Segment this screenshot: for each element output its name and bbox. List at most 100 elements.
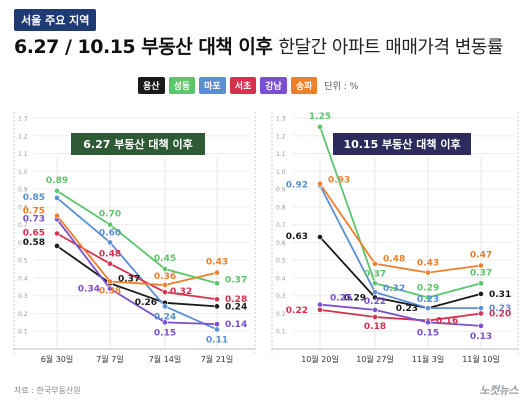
panel-2-data-label: 1.25 — [309, 112, 331, 122]
panel-2-series-line-송파 — [319, 183, 482, 274]
panel-1-y-tick-label: 0.3 — [18, 293, 28, 300]
panel-2-data-point — [372, 307, 378, 313]
panel-1-data-label: 0.75 — [23, 207, 45, 217]
panel-2-label-box — [333, 133, 471, 155]
chart-title: 6.27 / 10.15 부동산 대책 이후 한달간 아파트 매매가격 변동률 — [14, 32, 503, 59]
panel-2-data-label: 0.29 — [344, 293, 366, 303]
panel-2-data-label: 0.23 — [417, 295, 439, 305]
panel-2-data-point — [372, 280, 378, 287]
panel-1-label-box — [71, 133, 205, 155]
panel-1-data-label: 0.24 — [154, 312, 176, 322]
panel-2-x-tick-label: 10월 20일 — [301, 354, 339, 364]
panel-1-data-point — [214, 269, 220, 276]
panel-1-series-line-강남 — [56, 218, 218, 326]
panel-2-data-label: 0.29 — [417, 283, 439, 293]
panel-1-data-point — [54, 230, 60, 237]
source-note: 자료 : 한국부동산원 — [14, 386, 81, 395]
panel-2-data-label: 0.63 — [286, 232, 308, 242]
panel-2-data-label: 0.22 — [364, 297, 386, 307]
panel-2-data-label: 0.31 — [489, 290, 511, 300]
panel-1-y-tick-label: 0.6 — [18, 240, 28, 247]
panel-2-y-tick-label: 1.3 — [276, 116, 286, 123]
panel-1-y-tick-label: 0.2 — [18, 311, 28, 318]
panel-2-y-tick-label: 0.1 — [276, 329, 286, 336]
legend-item-yongsan: 용산 — [138, 77, 165, 94]
panel-1-data-label: 0.38 — [99, 286, 121, 296]
panel-2-data-point — [317, 234, 323, 240]
panel-2-data-label: 0.43 — [417, 259, 439, 269]
panel-2-y-tick-label: 0.8 — [276, 204, 286, 211]
panel-2-data-point — [317, 307, 323, 313]
panel-1-data-point — [214, 303, 220, 310]
panel-1-y-tick-label: 0.7 — [18, 222, 28, 229]
panel-2-data-point — [478, 262, 484, 269]
panel-2-y-tick-label: 0.4 — [276, 275, 286, 282]
panel-1-data-point — [107, 239, 113, 246]
panel-1-y-tick-label: 1.2 — [18, 133, 28, 140]
panel-2-y-tick-label: 1.1 — [276, 151, 286, 158]
panel-1-data-label: 0.58 — [23, 238, 45, 248]
panel-1-data-label: 0.15 — [154, 328, 176, 338]
panel-2-y-tick-label: 0.9 — [276, 187, 286, 194]
panel-2-y-tick-label: 0.2 — [276, 311, 286, 318]
panel-1-data-point — [107, 260, 113, 267]
panel-1-data-point — [54, 243, 60, 249]
panel-1-series-line-성동 — [56, 190, 218, 285]
panel-1-data-label: 0.89 — [46, 176, 68, 186]
panel-1-data-point — [54, 212, 60, 219]
panel-1-data-label: 0.48 — [99, 250, 121, 260]
panel-1-y-tick-label: 1.0 — [18, 169, 28, 176]
panel-1-data-point — [54, 195, 60, 201]
panel-1-data-label: 0.36 — [154, 272, 176, 282]
panel-2-series-line-마포 — [319, 185, 481, 310]
panel-2-data-label: 0.22 — [286, 306, 308, 316]
region-tag: 서울 주요 지역 — [14, 9, 97, 31]
panel-1-series-line-송파 — [56, 215, 218, 286]
panel-1-data-label: 0.37 — [225, 275, 247, 285]
panel-2-x-tick-label: 11월 10일 — [462, 354, 500, 364]
panel-2-data-point — [425, 319, 431, 326]
panel-2-y-tick-label: 0.7 — [276, 222, 286, 229]
panel-2-data-point — [478, 305, 484, 312]
panel-2-data-point — [425, 305, 431, 312]
panel-1-data-point — [162, 282, 168, 288]
panel-2-data-label: 0.13 — [470, 332, 492, 342]
panel-1-data-label: 0.26 — [135, 298, 157, 308]
panel-2-data-label: 0.32 — [383, 284, 405, 294]
panel-2-series-line-강남 — [319, 303, 482, 327]
panel-2-data-label: 0.16 — [436, 317, 458, 327]
legend-item-mapo: 마포 — [199, 77, 226, 94]
panel-1-y-tick-label: 0.4 — [18, 275, 28, 282]
panel-1-data-point — [214, 326, 220, 333]
panel-1-data-label: 0.43 — [206, 258, 228, 268]
panel-2-data-point — [478, 291, 484, 297]
panel-1-data-point — [54, 187, 60, 194]
panel-1-data-label: 0.85 — [23, 193, 45, 203]
panel-1-y-tick-label: 0.1 — [18, 329, 28, 336]
panel-1-data-label: 0.14 — [225, 320, 247, 330]
panel-2-data-point — [478, 280, 484, 287]
panel-1-data-label: 0.73 — [23, 214, 45, 224]
title-main: 6.27 / 10.15 부동산 대책 이후 — [14, 36, 273, 58]
panel-1-x-tick-label: 7월 14일 — [149, 354, 182, 364]
panel-2-y-tick-label: 0.6 — [276, 240, 286, 247]
panel-1-data-label: 0.28 — [225, 295, 247, 305]
panel-1-data-label: 0.37 — [118, 274, 140, 284]
panel-1-series-line-용산 — [56, 245, 218, 308]
panel-1-data-label: 0.45 — [154, 254, 176, 264]
legend-item-seocho: 서초 — [229, 77, 257, 94]
panel-1-data-label: 0.34 — [78, 285, 100, 295]
panel-1-data-point — [107, 221, 113, 228]
unit-label: 단위 : % — [324, 82, 359, 92]
title-sub: 한달간 아파트 매매가격 변동률 — [278, 37, 503, 58]
panel-2-data-label: 0.15 — [417, 328, 439, 338]
panel-1-x-tick-label: 7월 7일 — [96, 354, 123, 364]
legend-item-gangnam: 강남 — [260, 77, 287, 94]
panel-2-data-point — [317, 180, 323, 187]
panel-2-data-label: 0.20 — [489, 309, 511, 319]
panel-1-data-point — [107, 285, 113, 292]
panel-1-data-point — [162, 319, 168, 326]
panel-1-y-tick-label: 1.3 — [18, 116, 28, 123]
panel-2-data-point — [317, 301, 323, 308]
panel-2-series-line-용산 — [319, 236, 482, 310]
